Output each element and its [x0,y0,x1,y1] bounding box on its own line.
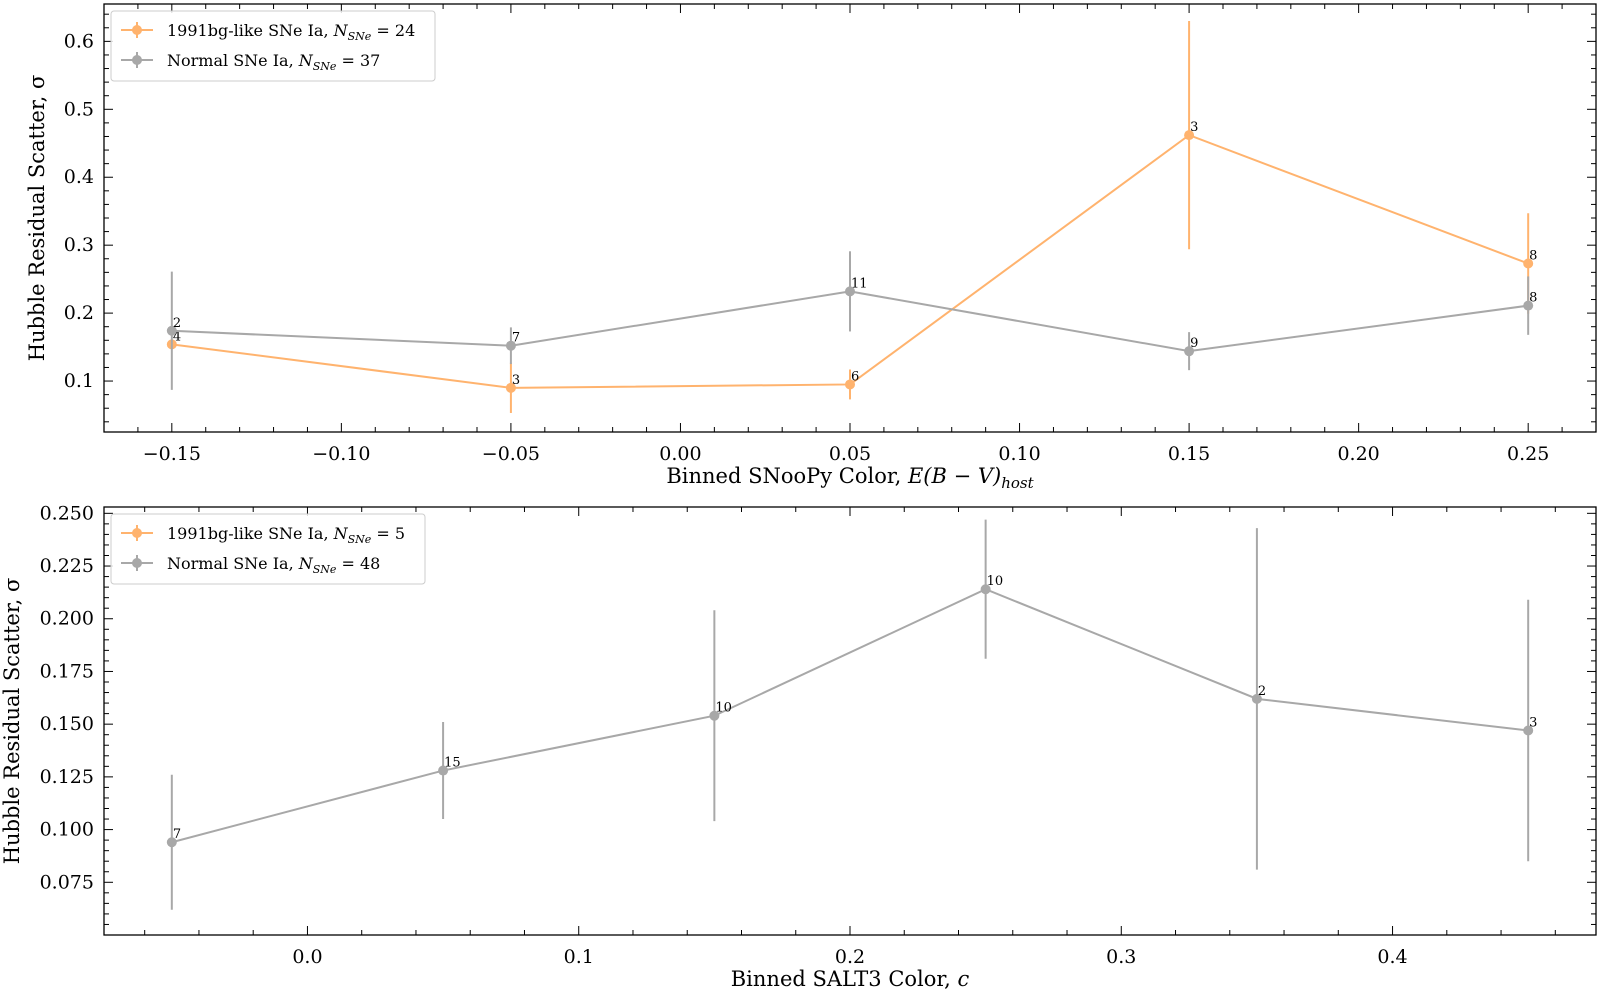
y-tick-label: 0.1 [64,370,94,392]
legend-label-1: 1991bg-like SNe Ia, NSNe = 5 [167,524,405,546]
series-line-2 [171,588,1529,844]
data-point [845,286,855,297]
x-tick-label: −0.05 [482,443,540,465]
y-tick-label: 0.075 [40,871,94,893]
y-tick-label: 0.100 [40,819,94,841]
y-tick-label: 0.5 [64,98,94,120]
data-point [1523,300,1534,311]
count-label: 10 [987,574,1004,589]
y-tick-label: 0.2 [64,302,94,324]
data-point [166,837,177,848]
chart-panel-2: 0.0 0.1 0.2 0.3 0.4 0.075 0.100 0.125 0.150 0.175… [0,502,1597,991]
x-tick-label: 0.4 [1377,946,1407,968]
legend-label-2: Normal SNe Ia, NSNe = 48 [167,554,380,576]
x-tick-label: 0.05 [829,443,871,465]
y-axis-label: Hubble Residual Scatter, σ [0,578,24,865]
x-axis-label: Binned SNooPy Color, E(B − V)host [666,464,1034,492]
legend: 1991bg-like SNe Ia, NSNe = 24 Normal SNe … [110,10,436,82]
y-tick-label: 0.225 [40,555,94,577]
y-axis-label: Hubble Residual Scatter, σ [25,75,49,362]
y-tick-label: 0.175 [40,660,94,682]
count-label: 11 [851,276,868,291]
x-tick-label: −0.10 [312,443,370,465]
count-label: 2 [1258,684,1266,699]
legend-marker-2 [132,558,142,568]
data-point [1251,693,1262,704]
y-tick-label: 0.250 [40,502,94,524]
y-tick-label: 0.3 [64,234,94,256]
count-label: 6 [851,369,859,384]
count-label: 3 [1190,120,1198,135]
x-axis-label: Binned SALT3 Color, c [731,967,970,991]
axes-frame [103,3,1597,433]
data-point [1184,346,1195,357]
legend-box [110,10,436,82]
legend: 1991bg-like SNe Ia, NSNe = 5 Normal SNe I… [110,513,426,585]
chart-panel-1: −0.15 −0.10 −0.05 0.00 0.05 0.10 0.15 0.20 0.25 0… [25,3,1597,492]
x-tick-label: 0.0 [292,946,322,968]
x-tick-label: −0.15 [143,443,201,465]
y-tick-label: 0.125 [40,766,94,788]
count-label: 3 [512,373,520,388]
data-point [845,379,855,390]
data-point [1523,725,1534,736]
count-label: 3 [1529,715,1537,730]
count-label: 9 [1190,336,1198,351]
x-tick-label: 0.1 [564,946,594,968]
count-label: 8 [1529,249,1537,264]
legend-label-1: 1991bg-like SNe Ia, NSNe = 24 [167,21,415,43]
x-tick-label: 0.20 [1337,443,1379,465]
x-tick-label: 0.10 [998,443,1040,465]
y-tick-label: 0.6 [64,30,94,52]
count-label: 15 [444,756,461,771]
count-label: 2 [173,316,181,331]
y-tick-label: 0.150 [40,713,94,735]
data-point [980,584,991,595]
legend-marker-1 [132,25,142,35]
legend-marker-2 [132,55,142,65]
count-label: 10 [715,701,732,716]
y-tick-label: 0.200 [40,608,94,630]
legend-box [110,513,426,585]
x-tick-label: 0.00 [659,443,701,465]
data-point [505,340,516,351]
data-point [438,765,449,776]
count-label: 7 [512,331,520,346]
count-label: 7 [173,827,181,842]
data-point [709,710,720,721]
data-point [505,382,516,393]
legend-marker-1 [132,528,142,538]
x-tick-label: 0.3 [1106,946,1136,968]
y-tick-label: 0.4 [64,166,94,188]
x-tick-label: 0.2 [835,946,865,968]
count-label: 8 [1529,291,1537,306]
data-point [1184,130,1195,141]
x-tick-label: 0.15 [1168,443,1210,465]
data-point [1523,258,1534,269]
legend-label-2: Normal SNe Ia, NSNe = 37 [167,51,380,73]
data-point [166,325,177,336]
x-tick-label: 0.25 [1507,443,1549,465]
axes-frame [103,506,1597,936]
count-label: 4 [173,329,181,344]
